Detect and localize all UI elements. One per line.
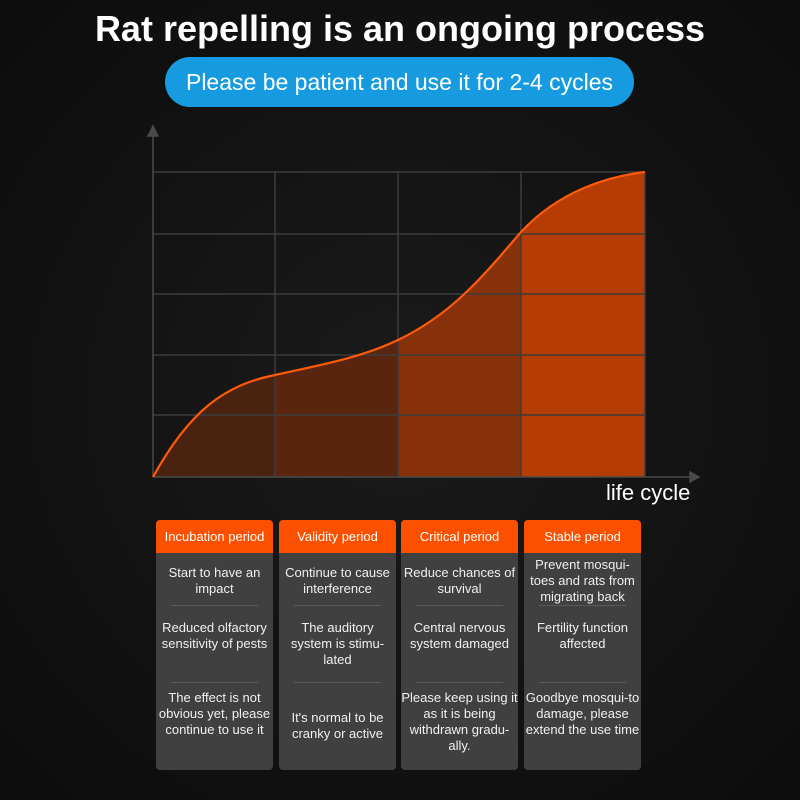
divider [539, 605, 626, 606]
fill-stable [521, 172, 645, 477]
period-item: Fertility function affected [536, 620, 629, 651]
period-header: Incubation period [156, 520, 273, 553]
y-axis-arrow-icon [146, 124, 160, 137]
divider [416, 605, 503, 606]
period-item: The auditory system is stimu-lated [290, 620, 385, 667]
period-item: Please keep using it as it is being with… [401, 690, 518, 753]
divider [171, 682, 258, 683]
page-title: Rat repelling is an ongoing process [94, 8, 706, 49]
period-card-critical: Critical period Reduce chances of surviva… [401, 520, 518, 770]
period-item: The effect is not obvious yet, please co… [158, 690, 271, 737]
period-header: Stable period [524, 520, 641, 553]
divider [171, 605, 258, 606]
growth-curve [152, 170, 646, 478]
period-item: It's normal to be cranky or active [291, 710, 384, 741]
growth-curve-chart [146, 124, 701, 484]
period-card-incubation: Incubation period Start to have an impact… [156, 520, 273, 770]
divider [294, 605, 381, 606]
period-item: Prevent mosqui-toes and rats from migrat… [530, 557, 635, 604]
period-item: Reduced olfactory sensitivity of pests [161, 620, 268, 651]
period-header: Critical period [401, 520, 518, 553]
fill-validity [275, 172, 398, 477]
period-card-stable: Stable period Prevent mosqui-toes and rat… [524, 520, 641, 770]
period-card-validity: Validity period Continue to cause interfe… [279, 520, 396, 770]
period-item: Continue to cause interference [285, 565, 390, 596]
period-item: Central nervous system damaged [410, 620, 509, 651]
divider [294, 682, 381, 683]
fill-critical [398, 172, 521, 477]
period-item: Reduce chances of survival [403, 565, 516, 596]
period-item: Start to have an impact [168, 565, 261, 596]
divider [539, 682, 626, 683]
subtitle-pill: Please be patient and use it for 2-4 cyc… [165, 57, 634, 107]
grid [153, 171, 646, 477]
divider [416, 682, 503, 683]
x-axis-arrow-icon [689, 470, 701, 484]
period-item: Goodbye mosqui-to damage, please extend … [525, 690, 640, 737]
x-axis-label: life cycle [606, 480, 691, 505]
fill-incubation [153, 172, 275, 477]
period-header: Validity period [279, 520, 396, 553]
